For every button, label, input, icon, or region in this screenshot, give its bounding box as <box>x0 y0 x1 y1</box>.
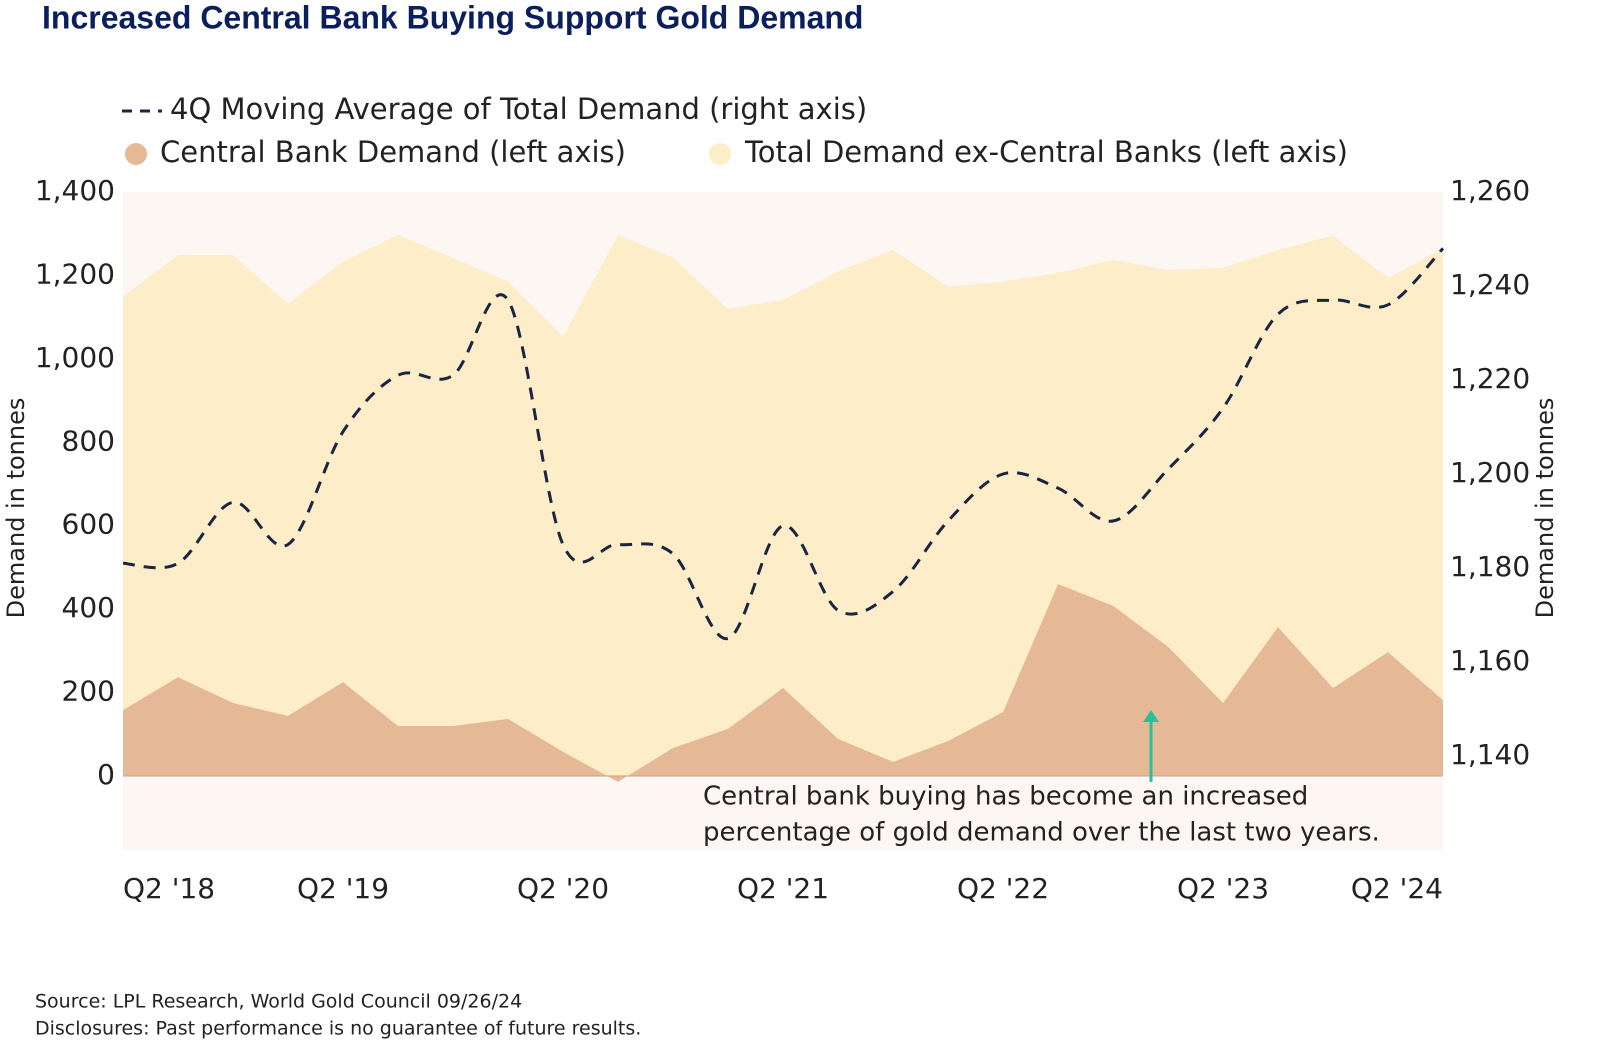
y-tick-label: 1,000 <box>35 341 115 374</box>
legend-dot <box>125 143 147 165</box>
y-tick-label: 400 <box>62 591 115 624</box>
y-tick-label: 800 <box>62 424 115 457</box>
y2-axis-title: Demand in tonnes <box>1531 398 1559 619</box>
y2-tick-label: 1,220 <box>1450 362 1530 395</box>
y-tick-label: 600 <box>62 508 115 541</box>
y2-tick-label: 1,140 <box>1450 738 1530 771</box>
annotation: Central bank buying has become an increa… <box>703 782 1308 812</box>
y-tick-label: 1,200 <box>35 257 115 290</box>
legend-label: Total Demand ex-Central Banks (left axis… <box>744 135 1348 169</box>
y2-tick-label: 1,240 <box>1450 268 1530 301</box>
legend-dot <box>709 143 731 165</box>
moving-average-line <box>122 247 1445 641</box>
chart-title: Increased Central Bank Buying Support Go… <box>42 0 863 35</box>
y2-tick-label: 1,200 <box>1450 456 1530 489</box>
legend-label: 4Q Moving Average of Total Demand (right… <box>170 92 867 126</box>
y-tick-label: 1,400 <box>35 174 115 207</box>
annotation-arrowhead <box>1143 710 1159 722</box>
x-tick-label: Q2 '21 <box>737 872 829 905</box>
legend-label: Central Bank Demand (left axis) <box>160 135 626 169</box>
y2-tick-label: 1,180 <box>1450 550 1530 583</box>
y2-tick-label: 1,260 <box>1450 174 1530 207</box>
y-tick-label: 0 <box>97 758 115 791</box>
disclosure: Disclosures: Past performance is no guar… <box>35 1018 641 1040</box>
y-axis-title: Demand in tonnes <box>2 398 30 619</box>
area-central-bank <box>123 584 1443 782</box>
source: Source: LPL Research, World Gold Council… <box>35 991 522 1013</box>
y2-tick-label: 1,160 <box>1450 644 1530 677</box>
area-ex-central-banks <box>123 234 1443 782</box>
y-tick-label: 200 <box>62 675 115 708</box>
x-tick-label: Q2 '19 <box>297 872 389 905</box>
x-tick-label: Q2 '18 <box>123 872 215 905</box>
x-tick-label: Q2 '24 <box>1351 872 1443 905</box>
x-tick-label: Q2 '20 <box>517 872 609 905</box>
x-tick-label: Q2 '22 <box>957 872 1049 905</box>
annotation: percentage of gold demand over the last … <box>703 818 1380 848</box>
x-tick-label: Q2 '23 <box>1177 872 1269 905</box>
